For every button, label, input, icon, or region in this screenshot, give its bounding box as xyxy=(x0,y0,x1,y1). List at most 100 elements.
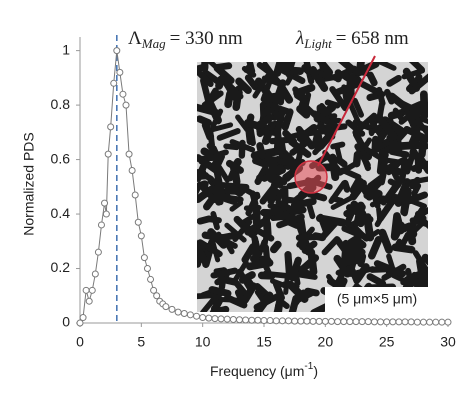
text: = 330 nm xyxy=(170,28,243,49)
domain xyxy=(392,107,406,123)
domain xyxy=(238,271,256,284)
domain xyxy=(326,273,338,289)
domain xyxy=(272,188,281,201)
domain xyxy=(273,62,285,77)
domain xyxy=(262,244,271,266)
domain xyxy=(352,97,364,118)
domain xyxy=(388,139,396,154)
domain xyxy=(284,74,294,86)
domain xyxy=(353,209,362,228)
domain xyxy=(391,221,405,241)
domain xyxy=(301,240,318,254)
domain xyxy=(207,228,228,249)
domain xyxy=(217,184,225,206)
domain xyxy=(223,143,240,151)
domain xyxy=(376,86,386,107)
domain xyxy=(244,74,259,91)
domain xyxy=(410,160,428,172)
domain xyxy=(277,82,294,104)
domain xyxy=(203,194,217,211)
domain xyxy=(197,239,209,266)
data-point xyxy=(193,312,201,320)
domain xyxy=(292,265,301,287)
domain xyxy=(235,114,250,133)
domain xyxy=(264,164,284,181)
data-point xyxy=(272,317,280,325)
data-point xyxy=(97,221,105,229)
domain xyxy=(211,160,224,190)
data-point xyxy=(147,275,155,283)
y-axis-label: Normalized PDS xyxy=(21,132,37,235)
domain xyxy=(293,91,309,104)
data-point xyxy=(419,318,427,326)
data-point xyxy=(303,317,311,325)
data-point xyxy=(107,123,115,131)
domain xyxy=(316,123,336,140)
domain xyxy=(213,159,230,183)
data-point xyxy=(235,316,243,324)
domain xyxy=(282,129,298,146)
domain xyxy=(245,127,254,145)
data-point xyxy=(438,318,446,326)
domain xyxy=(349,267,360,285)
domain xyxy=(275,199,294,213)
data-point xyxy=(260,317,268,325)
domain xyxy=(306,202,316,220)
x-axis-label: Frequency (μm-1) xyxy=(210,361,318,379)
data-point xyxy=(413,318,421,326)
domain xyxy=(395,126,411,142)
domain xyxy=(296,105,311,119)
data-point xyxy=(131,191,139,199)
symbol: Λ xyxy=(128,28,142,49)
data-point xyxy=(297,317,305,325)
domain xyxy=(290,197,317,209)
domain xyxy=(387,178,402,189)
domain xyxy=(414,206,428,220)
highlight-circle xyxy=(294,160,328,194)
x-tick-label: 20 xyxy=(318,334,334,350)
domain xyxy=(366,91,382,102)
data-point xyxy=(358,318,366,326)
domain xyxy=(418,143,427,159)
domain xyxy=(252,157,270,169)
data-point xyxy=(352,318,360,326)
domain xyxy=(206,122,234,134)
domain xyxy=(282,152,301,171)
data-point xyxy=(291,317,299,325)
domain xyxy=(298,232,308,251)
domain xyxy=(409,274,426,289)
domain xyxy=(224,222,247,243)
y-tick-label: 0.6 xyxy=(51,150,71,166)
domain xyxy=(368,235,383,260)
domain xyxy=(262,62,281,85)
data-point xyxy=(248,316,256,324)
domain xyxy=(328,180,347,204)
data-point xyxy=(370,318,378,326)
data-point xyxy=(266,317,274,325)
domain xyxy=(304,287,320,297)
domain xyxy=(210,267,239,279)
data-point xyxy=(168,305,176,313)
domain xyxy=(259,255,272,276)
y-tick-label: 0.2 xyxy=(51,259,71,275)
inset-label: (5 μm×5 μm) xyxy=(337,291,417,307)
domain xyxy=(309,66,319,80)
domain xyxy=(273,296,282,312)
data-point xyxy=(79,314,87,322)
domain xyxy=(354,143,371,169)
domain xyxy=(353,263,370,284)
data-point xyxy=(85,297,93,305)
domain xyxy=(281,196,302,205)
domain xyxy=(352,236,367,249)
domain xyxy=(410,148,423,165)
x-tick-label: 30 xyxy=(440,334,456,350)
domain xyxy=(284,250,294,280)
domain xyxy=(386,74,402,87)
data-point xyxy=(116,68,124,76)
domain xyxy=(241,243,257,264)
domain xyxy=(343,203,366,218)
domain xyxy=(347,101,362,127)
domain xyxy=(373,260,403,277)
data-point xyxy=(364,318,372,326)
domain xyxy=(267,176,280,205)
